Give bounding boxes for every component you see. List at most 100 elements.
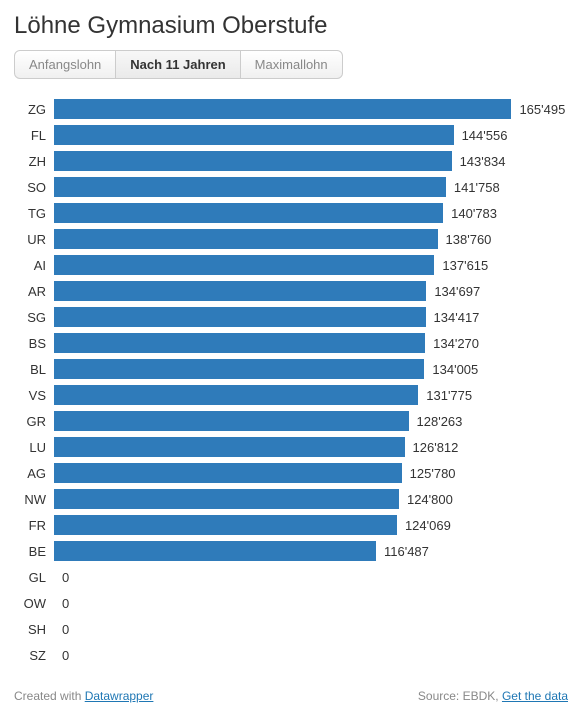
- chart-title: Löhne Gymnasium Oberstufe: [14, 12, 568, 40]
- chart-row: AR 134'697: [14, 279, 568, 303]
- chart-row: FR 124'069: [14, 513, 568, 537]
- value-label: 124'800: [407, 492, 453, 507]
- value-label: 165'495: [519, 102, 565, 117]
- bar: [54, 229, 438, 249]
- tab-group: AnfangslohnNach 11 JahrenMaximallohn: [14, 50, 343, 79]
- bar-track: 0: [54, 565, 568, 589]
- bar: [54, 177, 446, 197]
- value-label: 134'270: [433, 336, 479, 351]
- value-label: 143'834: [460, 154, 506, 169]
- bar: [54, 151, 452, 171]
- bar: [54, 359, 424, 379]
- bar: [54, 203, 443, 223]
- value-label: 134'697: [434, 284, 480, 299]
- row-label: SZ: [14, 648, 54, 663]
- row-label: ZH: [14, 154, 54, 169]
- row-label: SG: [14, 310, 54, 325]
- bar-track: 0: [54, 617, 568, 641]
- bar-track: 131'775: [54, 383, 568, 407]
- chart-row: ZH 143'834: [14, 149, 568, 173]
- bar-track: 128'263: [54, 409, 568, 433]
- bar: [54, 411, 409, 431]
- get-data-link[interactable]: Get the data: [502, 689, 568, 703]
- row-label: TG: [14, 206, 54, 221]
- row-label: GR: [14, 414, 54, 429]
- bar-track: 140'783: [54, 201, 568, 225]
- row-label: FR: [14, 518, 54, 533]
- row-label: NW: [14, 492, 54, 507]
- bar-track: 125'780: [54, 461, 568, 485]
- tab-0[interactable]: Anfangslohn: [15, 51, 116, 78]
- row-label: BS: [14, 336, 54, 351]
- chart-row: BE 116'487: [14, 539, 568, 563]
- chart-row: SG 134'417: [14, 305, 568, 329]
- datawrapper-link[interactable]: Datawrapper: [85, 689, 154, 703]
- bar-track: 134'005: [54, 357, 568, 381]
- chart-row: SO 141'758: [14, 175, 568, 199]
- row-label: SH: [14, 622, 54, 637]
- tab-2[interactable]: Maximallohn: [241, 51, 342, 78]
- bar-track: 134'270: [54, 331, 568, 355]
- value-label: 125'780: [410, 466, 456, 481]
- bar-chart: ZG 165'495 FL 144'556 ZH 143'834 SO 141'758 TG14…: [14, 97, 568, 667]
- chart-row: AI 137'615: [14, 253, 568, 277]
- chart-row: TG140'783: [14, 201, 568, 225]
- row-label: ZG: [14, 102, 54, 117]
- chart-row: BS 134'270: [14, 331, 568, 355]
- value-label: 128'263: [417, 414, 463, 429]
- chart-row: GR 128'263: [14, 409, 568, 433]
- row-label: BL: [14, 362, 54, 377]
- bar: [54, 541, 376, 561]
- value-label: 116'487: [384, 544, 429, 559]
- row-label: SO: [14, 180, 54, 195]
- value-label: 134'005: [432, 362, 478, 377]
- value-label: 141'758: [454, 180, 500, 195]
- value-label: 134'417: [434, 310, 480, 325]
- bar: [54, 281, 426, 301]
- bar-track: 144'556: [54, 123, 568, 147]
- row-label: GL: [14, 570, 54, 585]
- footer-credit: Created with Datawrapper: [14, 689, 153, 703]
- bar-track: 165'495: [54, 97, 568, 121]
- row-label: UR: [14, 232, 54, 247]
- chart-row: AG125'780: [14, 461, 568, 485]
- row-label: OW: [14, 596, 54, 611]
- bar-track: 137'615: [54, 253, 568, 277]
- tab-1[interactable]: Nach 11 Jahren: [116, 51, 240, 78]
- bar-track: 143'834: [54, 149, 568, 173]
- bar-track: 124'800: [54, 487, 568, 511]
- bar-track: 141'758: [54, 175, 568, 199]
- value-label: 124'069: [405, 518, 451, 533]
- bar: [54, 515, 397, 535]
- bar-track: 0: [54, 591, 568, 615]
- row-label: FL: [14, 128, 54, 143]
- chart-row: FL 144'556: [14, 123, 568, 147]
- value-label: 144'556: [462, 128, 508, 143]
- chart-row: GL0: [14, 565, 568, 589]
- chart-row: OW 0: [14, 591, 568, 615]
- chart-row: LU 126'812: [14, 435, 568, 459]
- chart-row: UR138'760: [14, 227, 568, 251]
- row-label: VS: [14, 388, 54, 403]
- row-label: AI: [14, 258, 54, 273]
- chart-row: ZG 165'495: [14, 97, 568, 121]
- bar: [54, 489, 399, 509]
- bar: [54, 307, 426, 327]
- bar: [54, 437, 405, 457]
- chart-row: SZ0: [14, 643, 568, 667]
- bar: [54, 385, 418, 405]
- value-label: 137'615: [442, 258, 488, 273]
- bar: [54, 463, 402, 483]
- bar-track: 124'069: [54, 513, 568, 537]
- row-label: BE: [14, 544, 54, 559]
- row-label: LU: [14, 440, 54, 455]
- value-label: 126'812: [413, 440, 459, 455]
- value-label: 0: [62, 596, 69, 611]
- row-label: AR: [14, 284, 54, 299]
- credit-text: Created with: [14, 689, 85, 703]
- bar-track: 0: [54, 643, 568, 667]
- bar-track: 138'760: [54, 227, 568, 251]
- bar: [54, 99, 511, 119]
- value-label: 131'775: [426, 388, 472, 403]
- bar-track: 116'487: [54, 539, 568, 563]
